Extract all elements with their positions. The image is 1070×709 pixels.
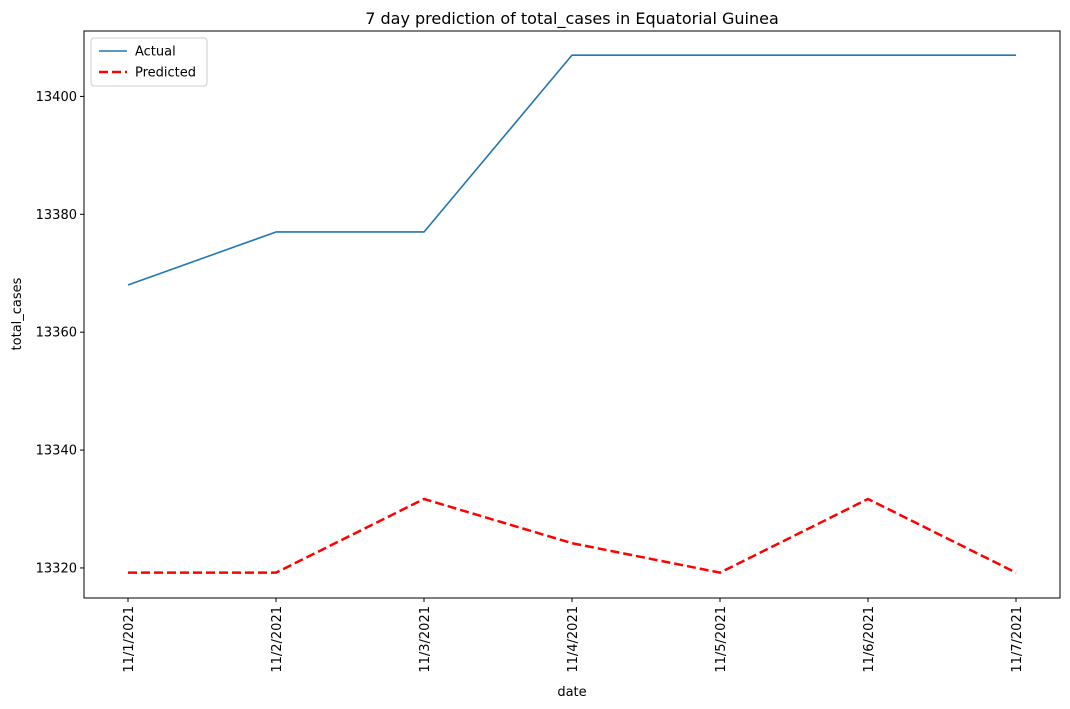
- chart-title: 7 day prediction of total_cases in Equat…: [365, 9, 779, 29]
- y-tick-label: 13360: [36, 326, 77, 341]
- series-layer: [127, 54, 1017, 574]
- y-axis: 13320 13340 13360 13380 13400: [36, 90, 84, 576]
- x-tick-label: 11/6/2021: [862, 606, 877, 673]
- legend-label-predicted: Predicted: [135, 66, 196, 81]
- x-tick-label: 11/4/2021: [566, 606, 581, 673]
- legend-label-actual: Actual: [135, 45, 176, 60]
- series-line-predicted: [128, 497, 1017, 574]
- legend-box: [90, 37, 208, 87]
- x-tick-label: 11/2/2021: [270, 606, 285, 673]
- series-line-actual: [127, 54, 1016, 286]
- x-axis: 11/1/2021 11/2/2021 11/3/2021 11/4/2021 11/5…: [122, 598, 1025, 673]
- x-axis-label: date: [557, 685, 586, 700]
- x-tick-label: 11/3/2021: [418, 606, 433, 673]
- y-tick-label: 13400: [36, 90, 77, 105]
- y-tick-label: 13340: [36, 444, 77, 459]
- y-tick-label: 13320: [36, 561, 77, 576]
- x-tick-label: 11/1/2021: [122, 606, 137, 673]
- legend: Actual Predicted: [90, 37, 208, 87]
- y-tick-label: 13380: [36, 208, 77, 223]
- y-axis-label: total_cases: [10, 277, 25, 350]
- x-tick-label: 11/5/2021: [714, 606, 729, 673]
- x-tick-label: 11/7/2021: [1010, 606, 1025, 673]
- plot-area: [83, 30, 1061, 599]
